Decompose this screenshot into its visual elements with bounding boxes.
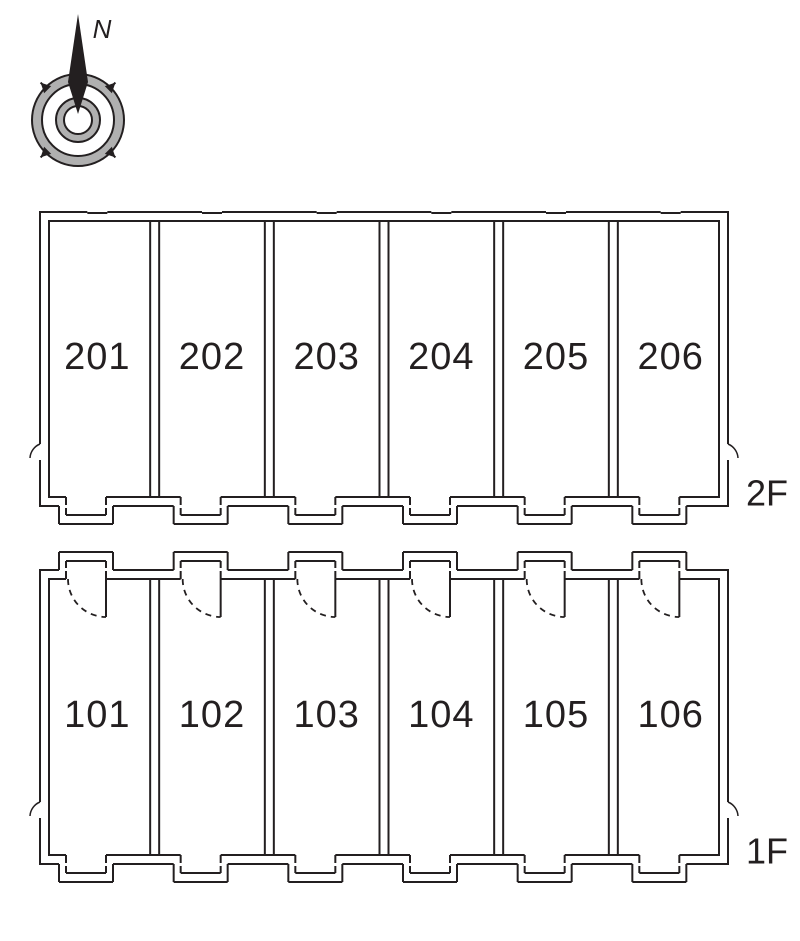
unit-label-101: 101 — [64, 694, 130, 736]
unit-label-202: 202 — [179, 336, 245, 378]
unit-label-206: 206 — [637, 336, 703, 378]
unit-label-201: 201 — [64, 336, 130, 378]
floor-label-2F: 2F — [746, 473, 788, 514]
unit-label-106: 106 — [637, 694, 703, 736]
floor-label-1F: 1F — [746, 831, 788, 872]
unit-label-105: 105 — [523, 694, 589, 736]
unit-label-104: 104 — [408, 694, 474, 736]
floor-2F: 201 202 203 204 205 206 2F — [30, 211, 788, 524]
compass-north-label: N — [93, 14, 112, 44]
unit-label-103: 103 — [293, 694, 359, 736]
unit-label-102: 102 — [179, 694, 245, 736]
floorplan-canvas: N2012022032042052062F1011021031041051061… — [0, 0, 800, 941]
unit-label-205: 205 — [523, 336, 589, 378]
floor-1F: 101 102 103 104 105 106 1F — [30, 552, 788, 882]
unit-label-203: 203 — [293, 336, 359, 378]
unit-label-204: 204 — [408, 336, 474, 378]
compass-icon: N — [32, 14, 124, 166]
